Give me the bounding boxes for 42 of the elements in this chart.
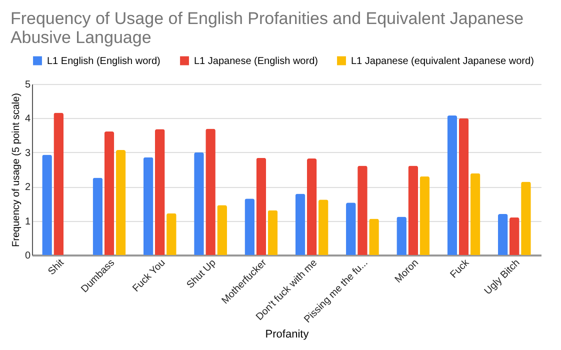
bar bbox=[295, 194, 306, 255]
bar bbox=[510, 217, 520, 255]
y-tick-label: 1 bbox=[24, 216, 31, 228]
bar bbox=[116, 150, 126, 255]
bar bbox=[194, 152, 204, 255]
bar bbox=[447, 115, 458, 255]
x-axis-title: Profanity bbox=[265, 328, 310, 341]
bar bbox=[154, 129, 165, 255]
y-tick-label: 3 bbox=[24, 148, 31, 159]
bar bbox=[458, 118, 469, 255]
bar bbox=[217, 205, 227, 255]
y-tick-label: 0 bbox=[24, 250, 31, 262]
y-tick-label: 2 bbox=[24, 182, 31, 194]
bar bbox=[143, 157, 154, 255]
x-tick-label: Shit bbox=[46, 257, 67, 278]
bar bbox=[346, 202, 356, 255]
bar bbox=[256, 158, 266, 255]
y-tick-label: 4 bbox=[24, 114, 31, 125]
legend-label: L1 English (English word) bbox=[47, 56, 160, 67]
legend-label: L1 Japanese (English word) bbox=[194, 56, 318, 67]
bar bbox=[244, 198, 255, 255]
bar bbox=[420, 176, 430, 255]
bar bbox=[408, 166, 418, 255]
bar bbox=[306, 158, 317, 255]
bar bbox=[268, 210, 278, 255]
bar bbox=[92, 178, 103, 255]
bar bbox=[206, 128, 216, 255]
bar bbox=[470, 173, 480, 255]
bar bbox=[396, 216, 406, 255]
y-tick-label: 5 bbox=[24, 80, 31, 90]
legend-label: L1 Japanese (equivalent Japanese word) bbox=[351, 56, 534, 67]
bar bbox=[166, 213, 176, 255]
bar bbox=[521, 182, 531, 255]
chart-title: Frequency of Usage of English Profanities and Equivalent Japanese Abusive Language bbox=[10, 9, 524, 47]
bar bbox=[358, 166, 368, 255]
bar bbox=[42, 154, 52, 255]
bar bbox=[104, 132, 114, 255]
bar bbox=[369, 218, 379, 255]
bar bbox=[318, 200, 328, 255]
bar bbox=[54, 112, 64, 255]
y-axis-title: Frequency of usage (5 point scale) bbox=[10, 93, 22, 247]
bar bbox=[498, 214, 508, 255]
